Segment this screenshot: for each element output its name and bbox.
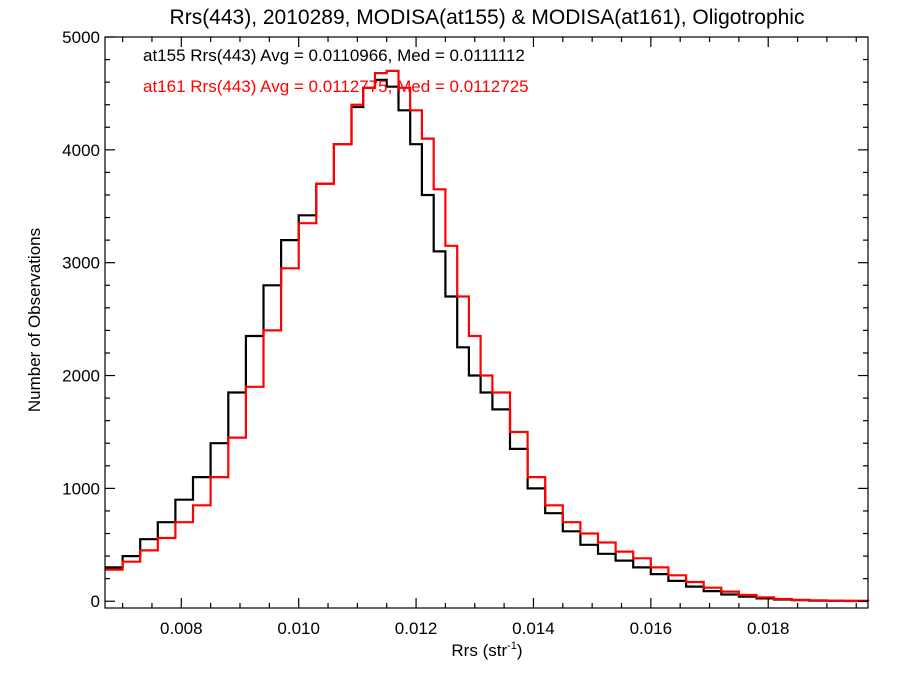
y-tick-label: 4000 xyxy=(62,141,100,160)
x-axis-label-suffix: ) xyxy=(517,641,523,660)
x-tick-label: 0.014 xyxy=(512,619,555,638)
y-tick-label: 5000 xyxy=(62,28,100,47)
x-tick-label: 0.008 xyxy=(160,619,203,638)
y-tick-label: 0 xyxy=(91,592,100,611)
y-tick-label: 2000 xyxy=(62,367,100,386)
x-tick-label: 0.010 xyxy=(277,619,320,638)
x-axis-label: Rrs (str-1) xyxy=(451,640,522,660)
x-axis: 0.008 0.010 0.012 0.014 0.016 0.018 xyxy=(122,37,857,638)
y-axis: 0 1000 2000 3000 4000 5000 xyxy=(62,28,868,611)
y-axis-label: Number of Observations xyxy=(25,228,44,412)
x-axis-label-main: Rrs (str xyxy=(451,641,507,660)
y-tick-label: 3000 xyxy=(62,254,100,273)
plot-frame xyxy=(104,36,869,609)
x-axis-label-sup: -1 xyxy=(507,640,517,652)
x-tick-label: 0.018 xyxy=(747,619,790,638)
series-layer xyxy=(105,69,870,603)
series-line-at161 xyxy=(105,69,870,602)
legend-entry-at161: at161 Rrs(443) Avg = 0.0112775, Med = 0.… xyxy=(143,77,529,96)
x-tick-label: 0.016 xyxy=(630,619,673,638)
legend-entry-at155: at155 Rrs(443) Avg = 0.0110966, Med = 0.… xyxy=(143,46,525,65)
y-tick-label: 1000 xyxy=(62,479,100,498)
x-tick-label: 0.012 xyxy=(395,619,438,638)
series-line-at155 xyxy=(105,78,870,603)
chart-title: Rrs(443), 2010289, MODISA(at155) & MODIS… xyxy=(170,6,805,29)
